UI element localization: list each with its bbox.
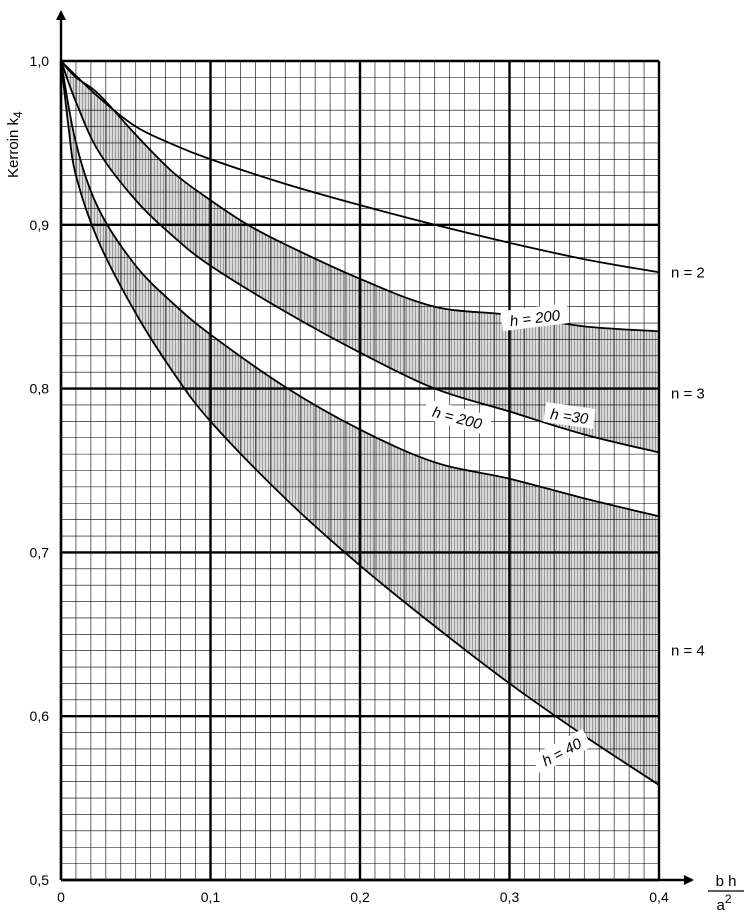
label-n3-h200-group: h = 200 xyxy=(500,303,570,332)
label-n3-h200: h = 200 xyxy=(509,307,562,330)
curve-n2 xyxy=(60,60,660,274)
curve-n4_h40 xyxy=(60,60,660,786)
label-n3-bg xyxy=(662,381,713,402)
label-n3-h200-bg xyxy=(500,303,570,332)
label-n4-bg xyxy=(662,638,713,659)
y-tick-label: 1,0 xyxy=(30,53,50,69)
axes xyxy=(56,10,694,885)
x-axis-title: b h a2 xyxy=(708,873,744,914)
x-tick-label: 0,1 xyxy=(201,889,221,905)
label-n3-h30-bg xyxy=(543,402,596,429)
label-n4: n = 4 xyxy=(671,643,705,660)
y-axis-title: Kerroin k4 xyxy=(5,111,25,178)
y-tick-label: 0,9 xyxy=(30,217,50,233)
curve-n3_h30 xyxy=(60,60,660,454)
y-tick-label: 0,8 xyxy=(30,381,50,397)
curve-n4_h200 xyxy=(60,60,660,518)
x-tick-label: 0,2 xyxy=(350,889,370,905)
x-tick-label: 0,3 xyxy=(500,889,520,905)
label-n4-h40-group: h = 40 xyxy=(530,728,592,774)
y-tick-label: 0,6 xyxy=(30,708,50,724)
y-axis-title-sub: 4 xyxy=(11,111,25,118)
curves xyxy=(60,60,660,786)
y-axis-title-main: Kerroin k xyxy=(5,117,22,178)
label-n2-bg xyxy=(662,260,713,281)
y-tick-label: 0,7 xyxy=(30,544,50,560)
x-tick-label: 0 xyxy=(57,889,65,905)
tick-labels: 0 0,1 0,2 0,3 0,4 0,5 0,6 0,7 0,8 0,9 1,0 xyxy=(30,53,669,905)
x-axis-title-numerator: b h xyxy=(716,873,737,890)
label-n4-h200-bg xyxy=(422,398,493,436)
label-n3-h30-group: h =30 xyxy=(543,402,596,429)
label-n2: n = 2 xyxy=(671,264,705,281)
label-n4-h40-bg xyxy=(530,728,592,774)
x-axis-title-denominator: a2 xyxy=(716,892,731,914)
y-tick-label: 0,5 xyxy=(30,872,50,888)
x-tick-label: 0,4 xyxy=(649,889,669,905)
label-n3-h30: h =30 xyxy=(549,406,590,428)
label-n3: n = 3 xyxy=(671,386,705,403)
